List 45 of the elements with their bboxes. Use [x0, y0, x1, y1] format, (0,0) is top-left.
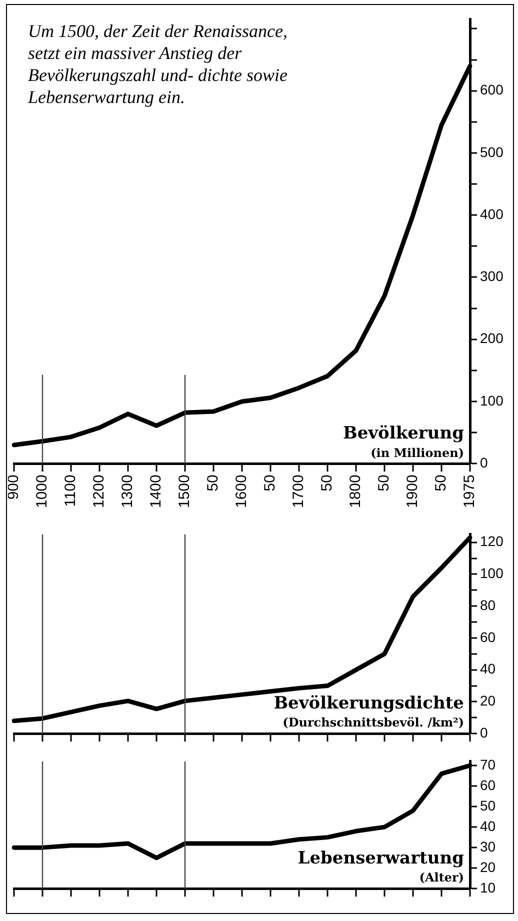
y-tick-label: 10 [480, 879, 496, 896]
y-tick-label: 50 [480, 797, 496, 814]
x-tick-label: 1100 [62, 474, 80, 507]
x-tick-label: 1975 [461, 474, 478, 508]
y-tick-label: 20 [480, 692, 496, 709]
x-tick-label: 1200 [90, 474, 108, 508]
y-tick-label: 80 [480, 596, 496, 613]
y-tick-label: 200 [480, 330, 504, 346]
y-tick-label: 40 [480, 660, 496, 677]
x-tick-label: 50 [376, 474, 393, 492]
annotation: Lebenserwartung [298, 848, 464, 869]
y-tick-label: 0 [480, 454, 488, 470]
y-tick-label: 600 [480, 82, 504, 98]
x-tick-label: 900 [5, 474, 22, 500]
y-tick-label: 20 [480, 858, 496, 875]
x-tick-label: 50 [204, 474, 222, 492]
y-tick-label: 30 [480, 838, 496, 854]
x-tick-label: 50 [318, 474, 336, 492]
y-tick-label: 100 [480, 565, 504, 582]
x-tick-label: 1300 [119, 474, 136, 508]
text: Um 1500, der Zeit der Renaissance, setzt ein massiver Anstieg der Bevölkerungszahl und- dichte sowie Lebenserwartung ein. [28, 20, 288, 108]
x-tick-label: 1600 [233, 474, 250, 508]
y-tick-label: 120 [480, 533, 504, 550]
x-tick-label: 50 [262, 474, 279, 492]
y-tick-label: 60 [480, 776, 496, 793]
x-tick-label: 1400 [148, 474, 165, 508]
y-tick-label: 100 [480, 392, 504, 408]
y-tick-label: 0 [480, 724, 488, 740]
y-tick-label: 400 [480, 206, 504, 222]
y-tick-label: 70 [480, 756, 496, 772]
x-tick-label: 50 [432, 474, 450, 492]
x-tick-label: 1800 [347, 474, 364, 508]
y-tick-label: 300 [480, 268, 504, 284]
annotation: Bevölkerung [342, 424, 464, 444]
y-tick-label: 500 [480, 144, 504, 160]
x-tick-label: 1700 [290, 474, 308, 508]
y-tick-label: 40 [480, 818, 496, 834]
x-tick-label: 1900 [404, 474, 422, 508]
x-tick-label: 1000 [34, 474, 51, 508]
annotation: (Alter) [419, 870, 464, 885]
annotation: (in Millionen) [370, 446, 464, 460]
annotation: Bevölkerungsdichte [274, 694, 464, 714]
x-tick-label: 1500 [176, 474, 194, 508]
y-tick-label: 60 [480, 628, 496, 645]
annotation: (Durchschnittsbevöl. /km²) [282, 716, 464, 730]
